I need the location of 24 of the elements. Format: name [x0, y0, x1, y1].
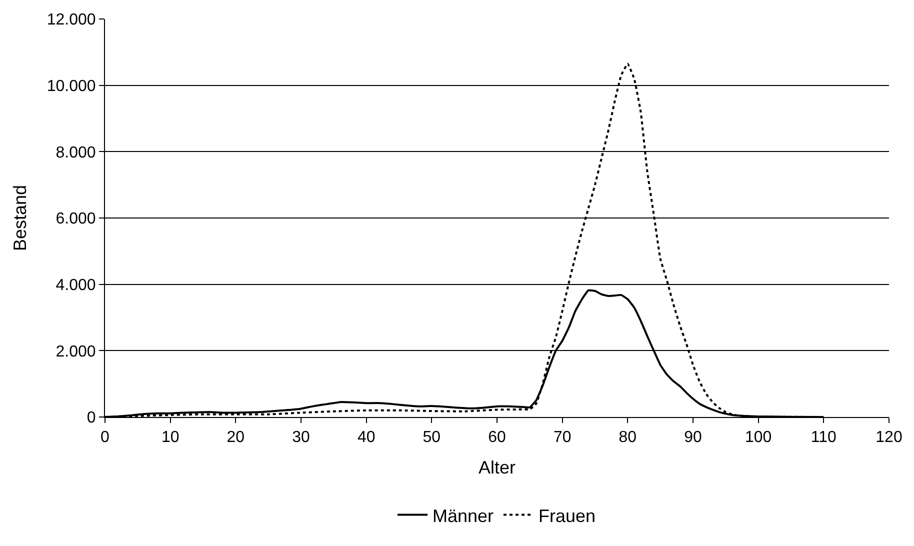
x-tick-label: 120: [876, 429, 902, 446]
y-axis-title: Bestand: [10, 184, 30, 252]
x-tick-label: 80: [618, 429, 637, 446]
y-tick-label: 6.000: [56, 210, 96, 228]
y-tick-label: 12.000: [46, 12, 96, 29]
x-tick-label: 100: [744, 429, 772, 446]
y-tick-label: 2.000: [56, 343, 96, 360]
x-tick-label: 90: [684, 429, 702, 446]
y-tick-label: 4.000: [56, 276, 96, 294]
y-tick-label: 0: [86, 410, 96, 427]
x-tick-label: 50: [422, 429, 441, 446]
x-tick-label: 0: [100, 429, 110, 446]
x-tick-label: 20: [226, 429, 245, 446]
x-tick-label: 30: [292, 429, 310, 446]
legend-label: Männer: [432, 506, 494, 526]
x-tick-label: 60: [488, 429, 506, 446]
x-axis-title: Alter: [478, 457, 516, 478]
legend-label: Frauen: [538, 506, 596, 526]
x-tick-label: 70: [553, 429, 572, 446]
x-tick-label: 110: [810, 429, 837, 446]
y-tick-label: 10.000: [46, 78, 96, 95]
x-tick-label: 10: [161, 429, 180, 446]
y-tick-label: 8.000: [56, 144, 96, 162]
x-tick-label: 40: [357, 429, 376, 446]
